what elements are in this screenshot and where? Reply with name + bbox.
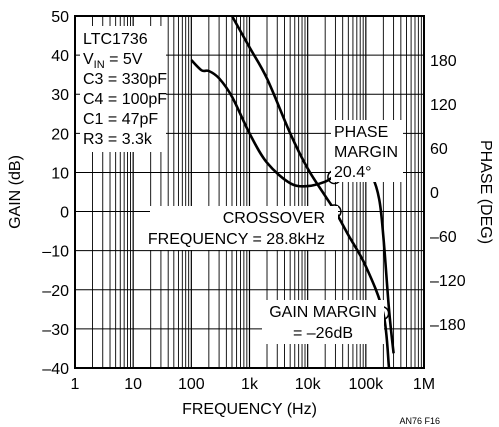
annotation-subscript: IN xyxy=(94,59,105,71)
annotation-line: FREQUENCY = 28.8kHz xyxy=(148,231,325,248)
y-left-tick-labels: –40 –30 –20 –10 0 10 20 30 40 50 xyxy=(42,9,69,378)
gain-curve xyxy=(230,15,391,369)
phase-margin-box xyxy=(331,120,403,182)
y-right-tick-label: –180 xyxy=(430,317,466,334)
parameter-box xyxy=(80,26,166,152)
y-right-tick-label: 180 xyxy=(430,53,457,70)
x-tick-label: 100 xyxy=(178,376,205,393)
y-left-tick-label: 10 xyxy=(51,165,69,182)
parameter-text: LTC1736 VIN = 5V C3 = 330pF C4 = 100pF C1 = … xyxy=(83,31,167,148)
annotation-line: LTC1736 xyxy=(83,31,148,48)
y-right-tick-label: –60 xyxy=(430,229,457,246)
annotation-text: V xyxy=(83,51,94,68)
y-left-tick-label: 50 xyxy=(51,9,69,26)
y-right-tick-label: 60 xyxy=(430,141,448,158)
plot-frame xyxy=(74,15,425,369)
phase-curve xyxy=(190,59,395,354)
annotation-line: C3 = 330pF xyxy=(83,71,167,88)
x-tick-label: 1 xyxy=(71,376,80,393)
x-tick-label: 10 xyxy=(124,376,142,393)
annotation-line: PHASE xyxy=(334,124,388,141)
y-left-tick-label: –30 xyxy=(42,322,69,339)
y-left-tick-label: –40 xyxy=(42,361,69,378)
y-right-tick-label: 0 xyxy=(430,185,439,202)
y-left-tick-label: 20 xyxy=(51,126,69,143)
crossover-box xyxy=(150,206,338,250)
series-group xyxy=(190,15,395,369)
x-axis-label: FREQUENCY (Hz) xyxy=(182,401,317,418)
annotation-line: CROSSOVER xyxy=(223,210,325,227)
crossover-label: CROSSOVER FREQUENCY = 28.8kHz xyxy=(148,210,325,248)
annotation-line: = –26dB xyxy=(293,325,353,342)
figure-label: AN76 F16 xyxy=(399,416,440,426)
x-tick-label: 100k xyxy=(348,376,384,393)
y-left-tick-label: 30 xyxy=(51,87,69,104)
y-right-axis-label: PHASE (DEG) xyxy=(477,140,494,244)
gain-margin-label: GAIN MARGIN = –26dB xyxy=(269,304,377,342)
annotation-line: C4 = 100pF xyxy=(83,91,167,108)
y-left-tick-label: –10 xyxy=(42,244,69,261)
y-left-tick-label: 0 xyxy=(60,205,69,222)
y-left-tick-label: 40 xyxy=(51,48,69,65)
x-tick-labels: 1 10 100 1k 10k 100k 1M xyxy=(71,376,436,393)
annotation-text: = 5V xyxy=(105,51,143,68)
annotation-line: GAIN MARGIN xyxy=(269,304,377,321)
y-right-tick-labels: –180 –120 –60 0 60 120 180 xyxy=(430,53,466,334)
phase-margin-label: PHASE MARGIN 20.4° xyxy=(334,124,398,181)
x-tick-label: 1k xyxy=(241,376,259,393)
gain-margin-box xyxy=(262,300,384,344)
y-left-axis-label: GAIN (dB) xyxy=(7,155,24,229)
annotation-line: C1 = 47pF xyxy=(83,111,158,128)
annotation-line: VIN = 5V xyxy=(83,51,143,71)
x-tick-label: 1M xyxy=(413,376,435,393)
y-left-tick-label: –20 xyxy=(42,283,69,300)
y-right-tick-label: 120 xyxy=(430,97,457,114)
annotation-line: 20.4° xyxy=(334,164,372,181)
annotation-line: R3 = 3.3k xyxy=(83,131,153,148)
annotation-line: MARGIN xyxy=(334,144,398,161)
x-tick-label: 10k xyxy=(295,376,322,393)
y-right-tick-label: –120 xyxy=(430,273,466,290)
